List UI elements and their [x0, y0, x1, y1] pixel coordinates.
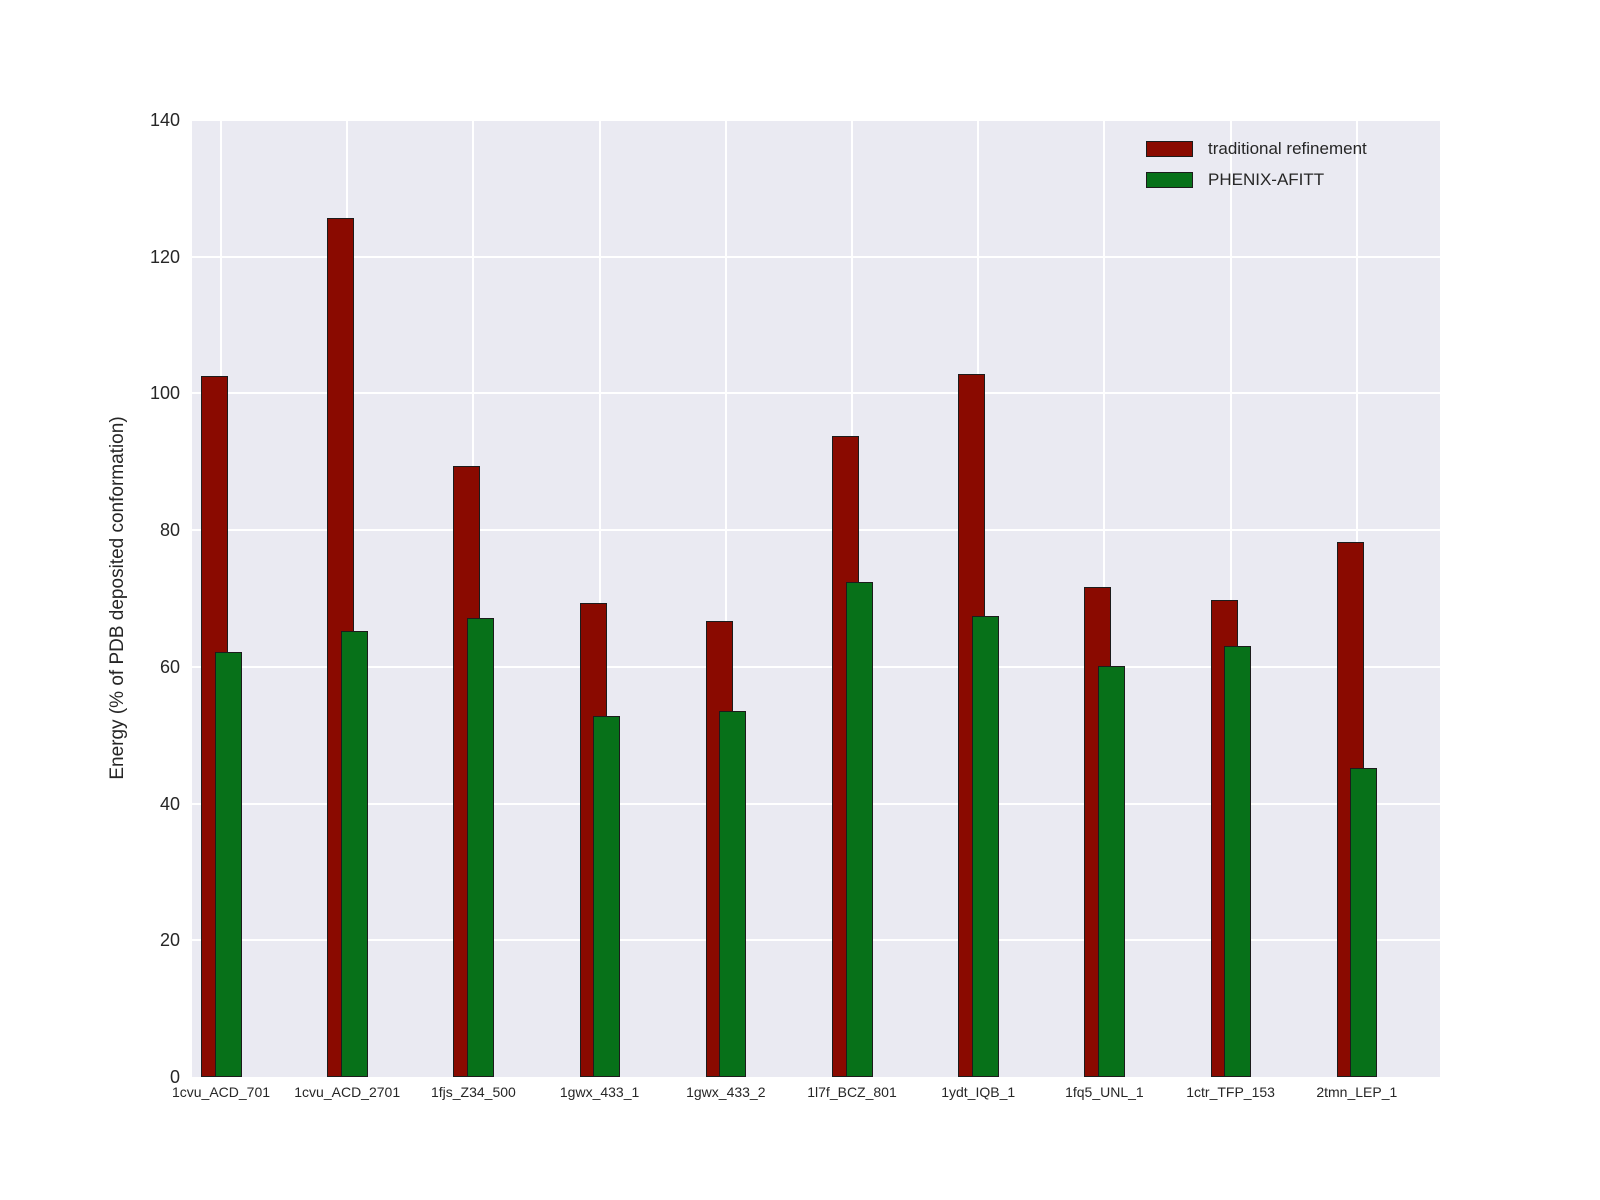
- bar-phenix-afitt-1cvu_acd_2701: [340, 631, 368, 1077]
- x-tick-label: 1gwx_433_2: [686, 1084, 766, 1100]
- y-gridline: [192, 392, 1440, 395]
- y-tick-label: 20: [159, 930, 180, 951]
- legend: traditional refinement PHENIX-AFITT: [1146, 137, 1367, 191]
- x-tick-label: 1ctr_TFP_153: [1186, 1084, 1275, 1100]
- y-axis-label: Energy (% of PDB deposited conformation): [107, 416, 128, 780]
- x-tick-label: 1gwx_433_1: [559, 1084, 640, 1100]
- x-tick-label: 2tmn_LEP_1: [1316, 1084, 1398, 1100]
- x-tick-label: 1cvu_ACD_2701: [294, 1084, 401, 1100]
- y-tick-label: 0: [169, 1067, 180, 1087]
- legend-swatch-phenix-afitt: [1146, 171, 1193, 188]
- legend-row: PHENIX-AFITT: [1146, 168, 1367, 191]
- legend-label: PHENIX-AFITT: [1208, 170, 1325, 189]
- y-gridline: [192, 255, 1440, 258]
- legend-swatch-traditional-refinement: [1146, 140, 1193, 157]
- y-gridline: [192, 119, 1440, 121]
- x-gridline: [598, 120, 601, 1077]
- bar-phenix-afitt-1ctr_tfp_153: [1224, 646, 1252, 1077]
- bar-phenix-afitt-1gwx_433_1: [593, 716, 621, 1077]
- x-tick-label: 1fq5_UNL_1: [1065, 1084, 1144, 1100]
- bar-phenix-afitt-1ydt_iqb_1: [971, 616, 999, 1077]
- plot-area: traditional refinement PHENIX-AFITT 0 20 40…: [150, 111, 1440, 1100]
- bar-phenix-afitt-1fq5_unl_1: [1097, 665, 1125, 1077]
- legend-row: traditional refinement: [1146, 137, 1367, 160]
- bar-phenix-afitt-1l7f_bcz_801: [845, 582, 873, 1077]
- y-tick-label: 80: [159, 520, 180, 541]
- x-tick-label: 1l7f_BCZ_801: [807, 1084, 897, 1100]
- y-gridline: [192, 939, 1440, 942]
- bar-phenix-afitt-2tmn_lep_1: [1350, 768, 1378, 1077]
- y-gridline: [192, 529, 1440, 532]
- y-tick-label: 120: [149, 246, 180, 267]
- y-tick-label: 100: [149, 383, 180, 404]
- y-gridline: [192, 665, 1440, 668]
- x-gridline: [724, 120, 727, 1077]
- x-gridline: [1229, 120, 1232, 1077]
- y-tick-label: 140: [149, 110, 180, 130]
- legend-label: traditional refinement: [1208, 139, 1367, 158]
- y-gridline: [192, 802, 1440, 805]
- bar-phenix-afitt-1gwx_433_2: [719, 711, 747, 1077]
- x-tick-label: 1fjs_Z34_500: [430, 1084, 516, 1100]
- x-tick-label: 1ydt_IQB_1: [941, 1084, 1016, 1100]
- bar-phenix-afitt-1cvu_acd_701: [214, 651, 242, 1077]
- bar-phenix-afitt-1fjs_z34_500: [466, 617, 494, 1077]
- y-tick-label: 40: [159, 793, 180, 814]
- x-tick-label: 1cvu_ACD_701: [171, 1084, 271, 1100]
- y-tick-label: 60: [159, 656, 180, 677]
